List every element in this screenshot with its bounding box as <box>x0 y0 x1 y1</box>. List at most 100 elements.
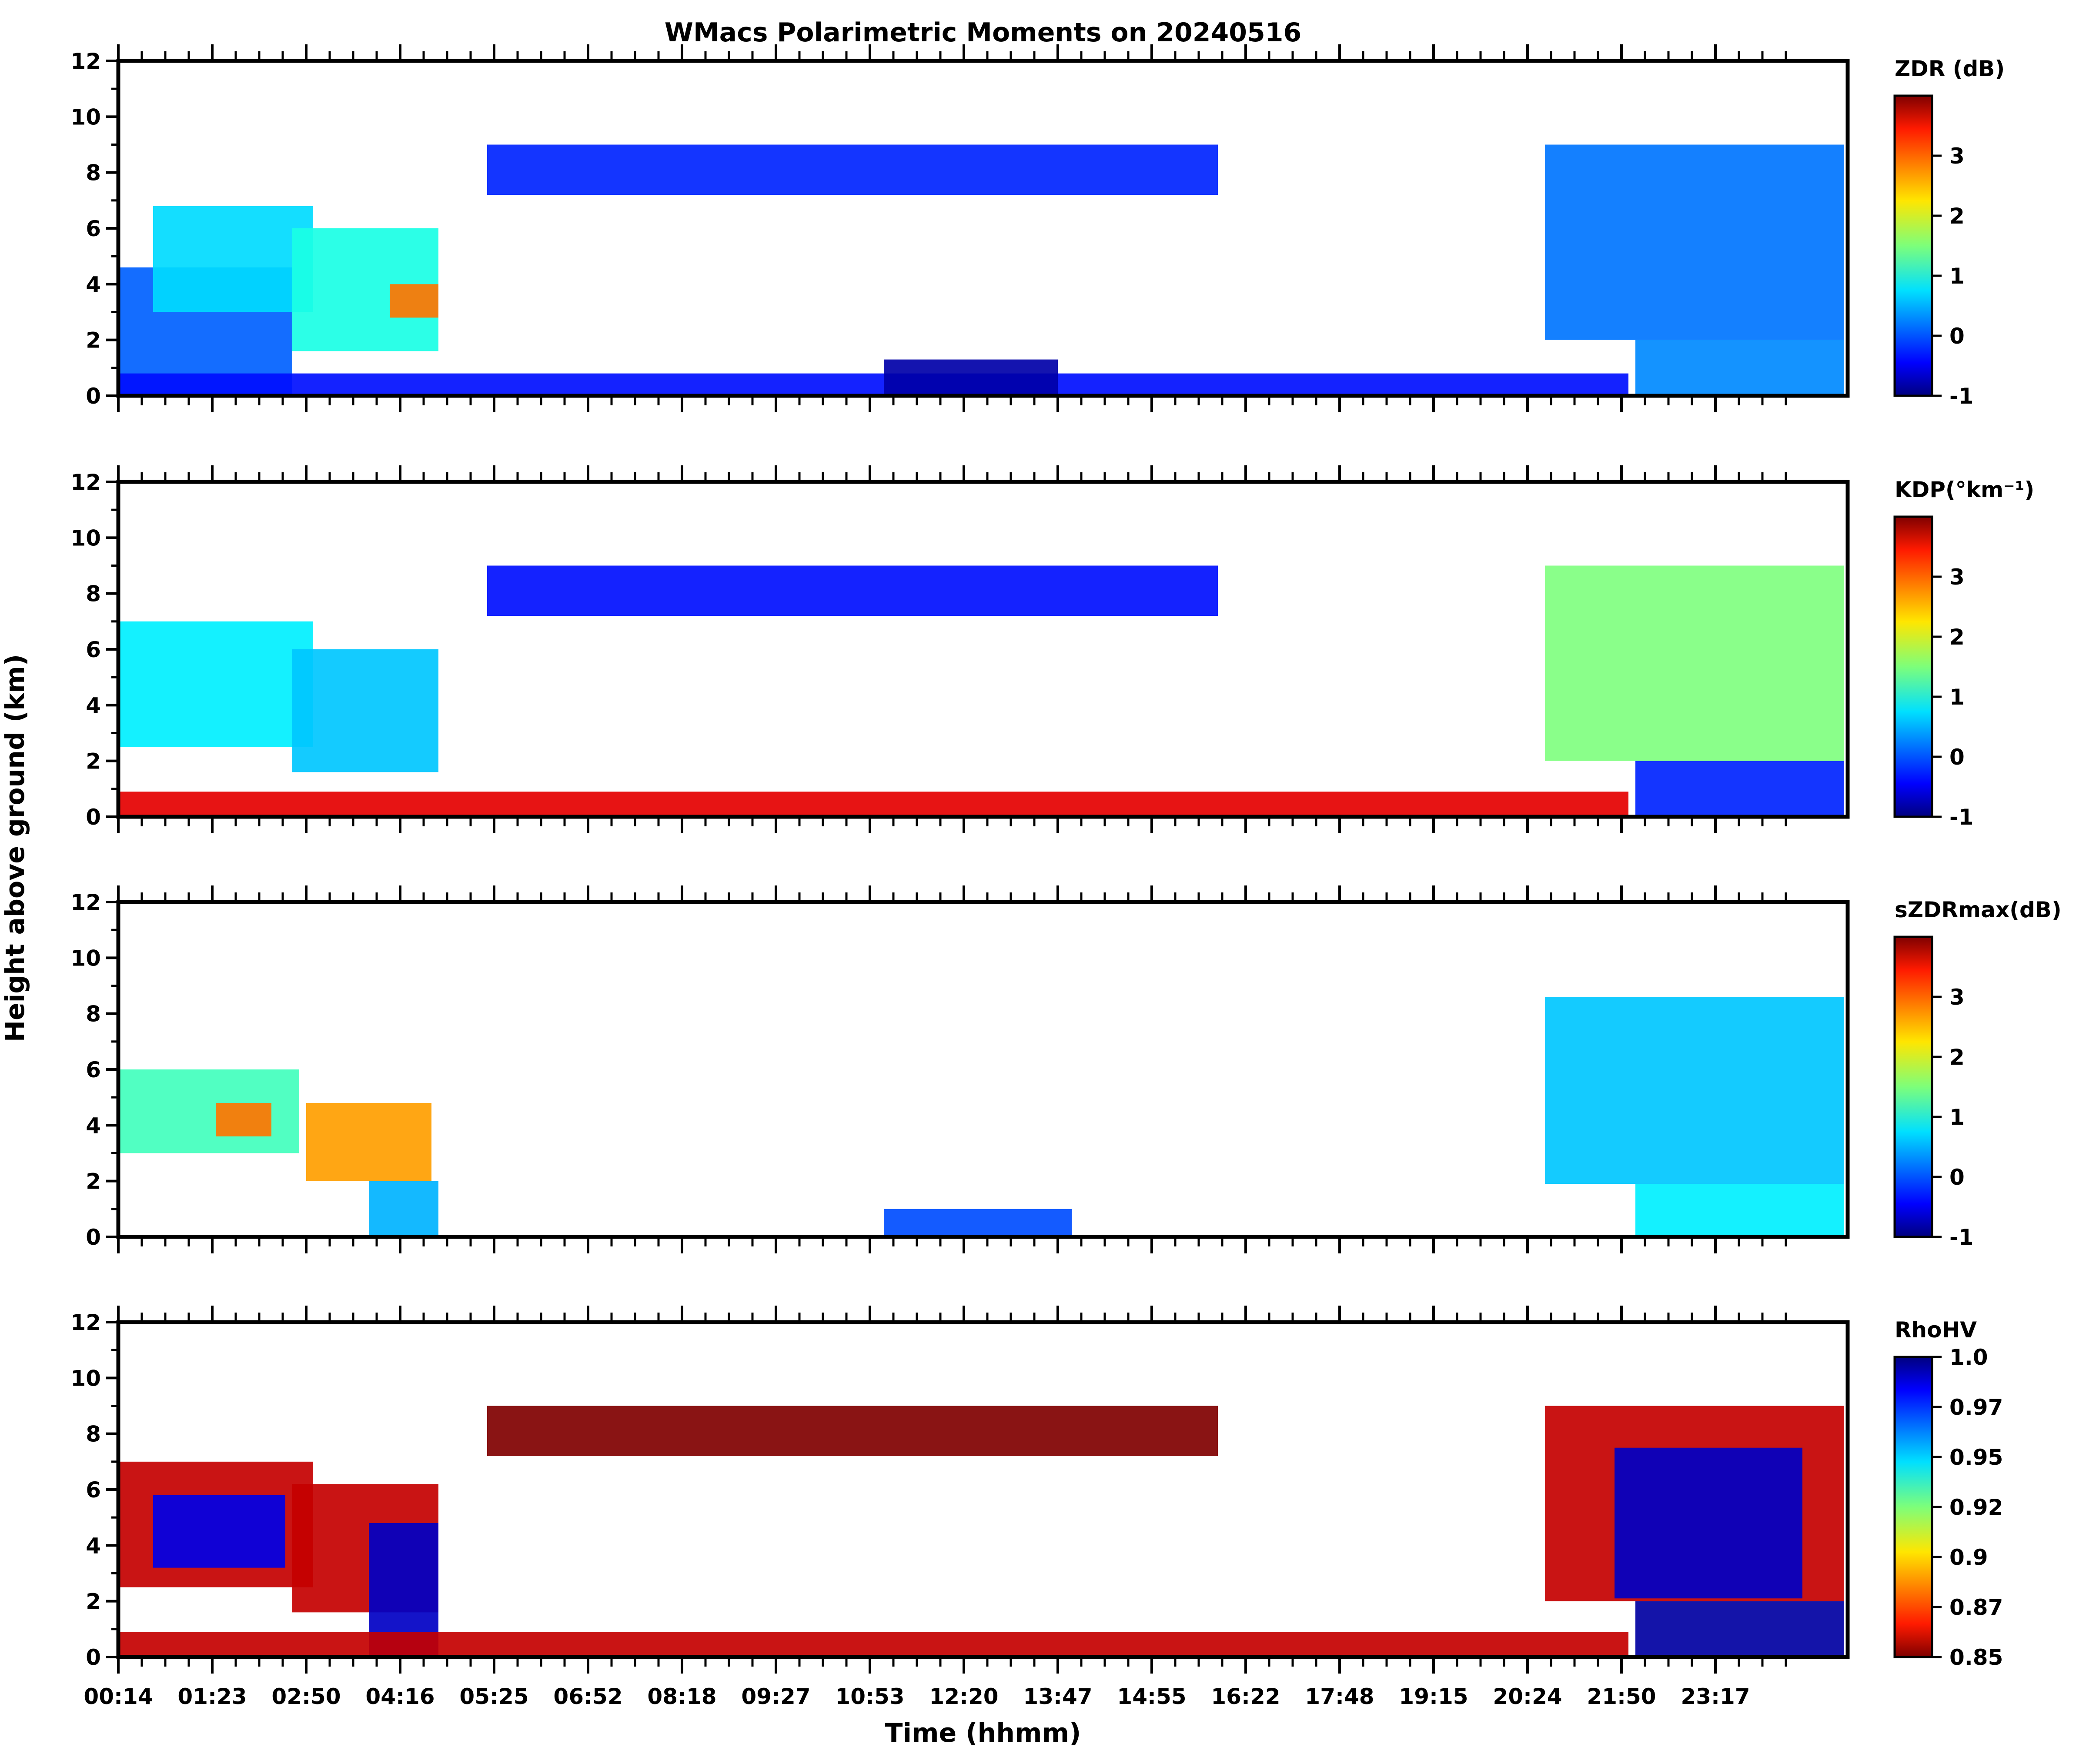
echo-region <box>1635 761 1844 817</box>
colorbar-tick-label: 0.87 <box>1949 1595 2003 1620</box>
echo-region <box>487 1406 1218 1456</box>
colorbar-tick-label: 0.9 <box>1949 1545 1988 1570</box>
x-tick-label: 10:53 <box>835 1684 904 1709</box>
colorbar-tick-label: 2 <box>1949 1045 1965 1070</box>
echo-region <box>884 359 1058 396</box>
y-tick-label: 6 <box>86 1057 101 1082</box>
echo-region <box>1635 1184 1844 1237</box>
x-tick-label: 12:20 <box>929 1684 998 1709</box>
x-tick-label: 09:27 <box>741 1684 810 1709</box>
colorbar-tick-label: 0 <box>1949 324 1965 349</box>
y-tick-label: 6 <box>86 216 101 241</box>
echo-region <box>153 1495 285 1568</box>
y-tick-label: 10 <box>70 945 101 971</box>
colorbar-tick-label: -1 <box>1949 805 1974 830</box>
colorbar-tick-label: 0 <box>1949 1165 1965 1190</box>
echo-region <box>1545 565 1844 761</box>
echo-region <box>1615 1447 1802 1599</box>
colorbar-tick-label: 1.0 <box>1949 1345 1988 1370</box>
echo-region <box>306 1103 431 1181</box>
y-axis-label: Height above ground (km) <box>0 654 30 1042</box>
colorbar-tick-label: 3 <box>1949 565 1965 590</box>
colorbar-tick-label: 2 <box>1949 625 1965 650</box>
y-tick-label: 0 <box>86 1645 101 1670</box>
echo-region <box>884 1209 1072 1237</box>
x-tick-label: 19:15 <box>1399 1684 1468 1709</box>
y-tick-label: 12 <box>70 1310 101 1335</box>
echo-region <box>153 206 313 312</box>
x-tick-label: 17:48 <box>1305 1684 1374 1709</box>
y-tick-label: 10 <box>70 104 101 130</box>
echo-region <box>118 792 1628 817</box>
colorbar-label: ZDR (dB) <box>1895 56 2005 81</box>
x-tick-label: 13:47 <box>1023 1684 1092 1709</box>
y-tick-label: 10 <box>70 1366 101 1391</box>
y-tick-label: 6 <box>86 1477 101 1503</box>
y-tick-label: 4 <box>86 1113 101 1138</box>
y-tick-label: 4 <box>86 693 101 718</box>
figure-title: WMacs Polarimetric Moments on 20240516 <box>665 17 1301 48</box>
x-tick-label: 05:25 <box>459 1684 528 1709</box>
x-tick-label: 08:18 <box>647 1684 716 1709</box>
colorbar-tick-label: 0.97 <box>1949 1395 2003 1420</box>
echo-region <box>487 565 1218 616</box>
echo-region <box>216 1103 271 1136</box>
echo-region <box>1635 340 1844 396</box>
echo-region <box>369 1181 438 1237</box>
colorbar-tick-label: 1 <box>1949 685 1965 710</box>
echo-region <box>292 649 438 772</box>
colorbar-label: RhoHV <box>1895 1317 1977 1343</box>
y-tick-label: 8 <box>86 1002 101 1027</box>
colorbar-label: sZDRmax(dB) <box>1895 897 2062 922</box>
echo-region <box>118 1069 299 1153</box>
x-tick-label: 16:22 <box>1211 1684 1280 1709</box>
y-tick-label: 12 <box>70 890 101 915</box>
y-tick-label: 2 <box>86 749 101 774</box>
x-tick-label: 21:50 <box>1587 1684 1656 1709</box>
colorbar <box>1893 935 1933 1238</box>
colorbar-tick-label: 1 <box>1949 1105 1965 1130</box>
colorbar-tick-label: 1 <box>1949 264 1965 289</box>
y-tick-label: 2 <box>86 1169 101 1194</box>
colorbar <box>1893 94 1933 397</box>
x-tick-label: 20:24 <box>1493 1684 1562 1709</box>
echo-region <box>1635 1601 1844 1657</box>
colorbar-tick-label: 0.95 <box>1949 1445 2003 1470</box>
colorbar-tick-label: 3 <box>1949 144 1965 169</box>
echo-region <box>390 284 438 318</box>
y-tick-label: 0 <box>86 805 101 830</box>
x-axis-label: Time (hhmm) <box>885 1718 1081 1748</box>
y-tick-label: 12 <box>70 470 101 495</box>
y-tick-label: 10 <box>70 525 101 551</box>
colorbar-tick-label: 0 <box>1949 745 1965 770</box>
y-tick-label: 8 <box>86 1422 101 1447</box>
colorbar-tick-label: -1 <box>1949 1225 1974 1250</box>
colorbar-tick-label: 0.92 <box>1949 1495 2003 1520</box>
y-tick-label: 8 <box>86 581 101 607</box>
x-tick-label: 23:17 <box>1681 1684 1750 1709</box>
echo-region <box>1545 997 1844 1184</box>
y-tick-label: 2 <box>86 328 101 353</box>
colorbar-tick-label: 0.85 <box>1949 1645 2003 1670</box>
y-tick-label: 4 <box>86 1533 101 1558</box>
y-tick-label: 0 <box>86 384 101 409</box>
x-tick-label: 04:16 <box>365 1684 435 1709</box>
echo-region <box>487 144 1218 195</box>
x-tick-label: 06:52 <box>553 1684 622 1709</box>
y-tick-label: 2 <box>86 1589 101 1614</box>
echo-region <box>118 621 313 747</box>
echo-region <box>1545 144 1844 340</box>
x-tick-label: 01:23 <box>177 1684 247 1709</box>
y-tick-label: 12 <box>70 49 101 74</box>
colorbar-label: KDP(°km⁻¹) <box>1895 477 2034 502</box>
y-tick-label: 6 <box>86 637 101 662</box>
y-tick-label: 0 <box>86 1225 101 1250</box>
y-tick-label: 8 <box>86 160 101 186</box>
colorbar-tick-label: 2 <box>1949 204 1965 229</box>
colorbar <box>1893 515 1933 818</box>
x-tick-label: 00:14 <box>84 1684 153 1709</box>
colorbar-tick-label: 3 <box>1949 985 1965 1010</box>
